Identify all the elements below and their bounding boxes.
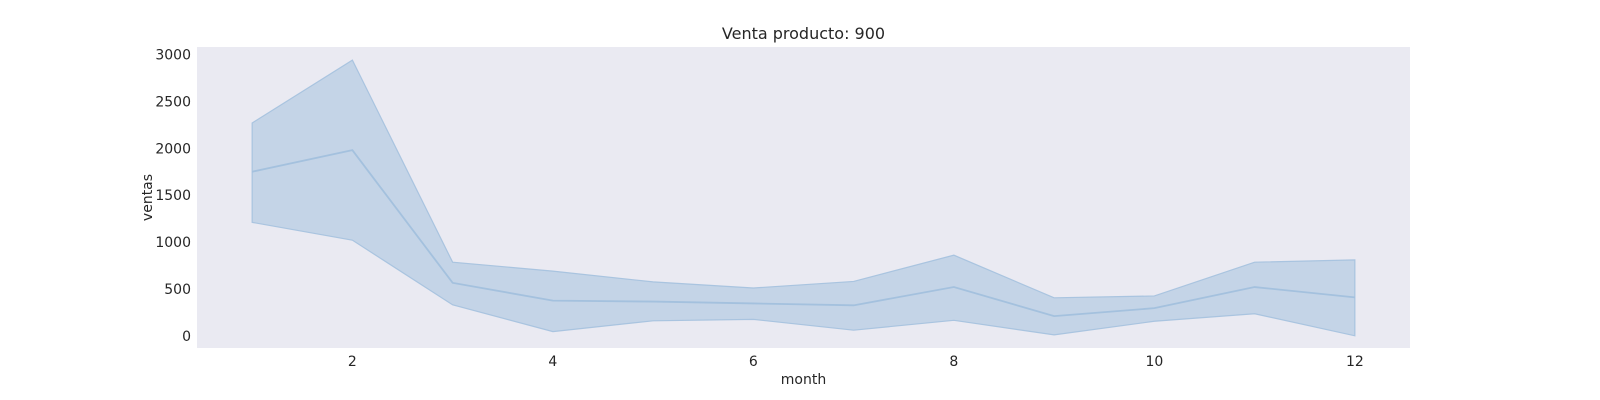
x-tick-label: 2: [348, 354, 357, 370]
x-tick-label: 4: [548, 354, 557, 370]
y-tick-label: 0: [182, 329, 191, 345]
x-tick-label: 10: [1145, 354, 1163, 370]
series-line: [251, 149, 1355, 318]
confidence-band: [251, 59, 1356, 337]
y-axis-label: ventas: [140, 174, 156, 221]
y-tick-label: 2000: [155, 141, 191, 157]
y-tick-label: 3000: [155, 48, 191, 64]
chart-title: Venta producto: 900: [722, 24, 885, 43]
y-tick-label: 1000: [155, 235, 191, 251]
x-axis-label: month: [781, 372, 826, 388]
x-tick-label: 6: [749, 354, 758, 370]
y-tick-label: 2500: [155, 94, 191, 110]
line-layer: [251, 149, 1355, 318]
x-tick-label: 8: [949, 354, 958, 370]
y-tick-label: 1500: [155, 188, 191, 204]
y-axis-ticks: 0 500 1000 1500 2000 2500 3000: [155, 48, 191, 345]
x-axis-ticks: 2 4 6 8 10 12: [348, 354, 1364, 370]
y-tick-label: 500: [164, 282, 191, 298]
confidence-band-layer: [251, 59, 1356, 337]
x-tick-label: 12: [1346, 354, 1364, 370]
